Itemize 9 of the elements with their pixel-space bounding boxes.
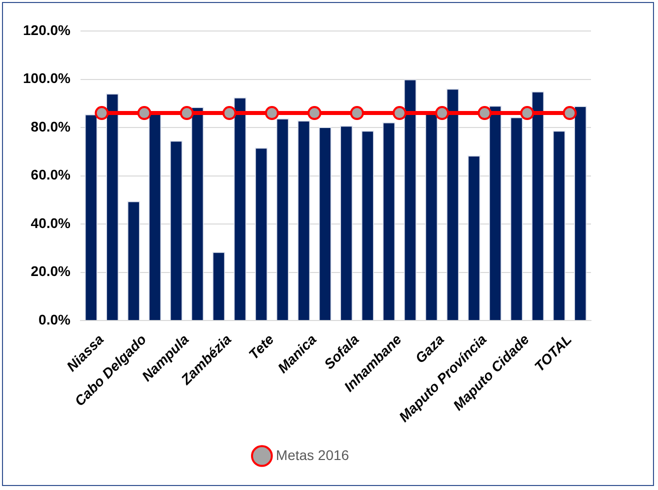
x-tick-label: Tete	[245, 330, 277, 362]
y-tick-label: 20.0%	[30, 263, 72, 280]
legend-label: Metas 2016	[276, 446, 350, 463]
y-tick-label: 80.0%	[30, 118, 72, 134]
y-tick-label: 60.0%	[30, 166, 72, 183]
y-tick-label: 0.0%	[38, 311, 72, 328]
y-tick-label: 100.0%	[23, 70, 72, 86]
y-tick-label: 40.0%	[30, 214, 72, 231]
y-tick-label: 120.0%	[23, 22, 72, 38]
